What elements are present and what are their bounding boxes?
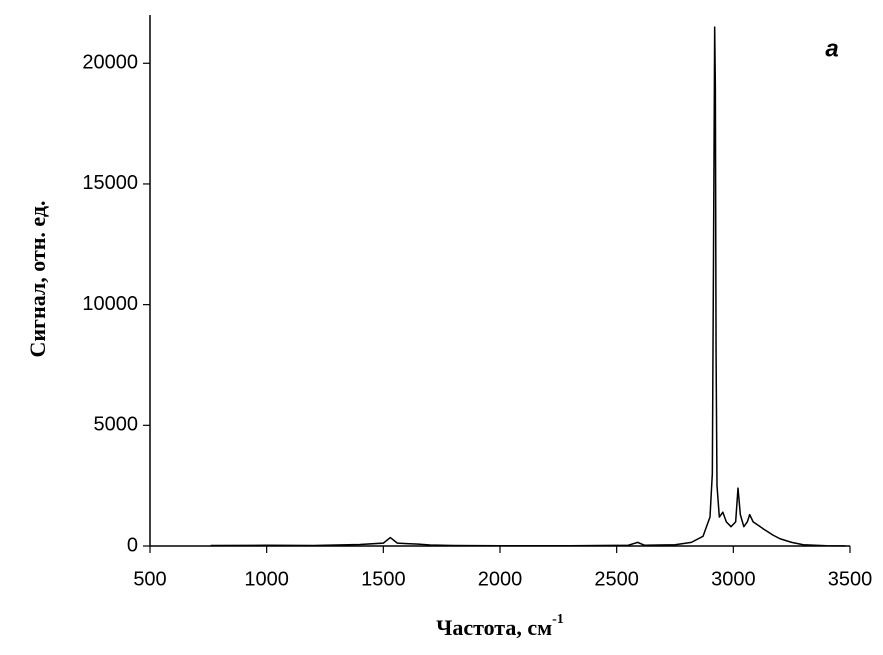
spectrum-line xyxy=(210,26,846,547)
y-axis-label: Сигнал, отн. ед. xyxy=(25,200,50,357)
y-tick-label: 15000 xyxy=(82,172,138,194)
x-tick-label: 2000 xyxy=(478,568,523,590)
x-tick-label: 2500 xyxy=(594,568,639,590)
x-tick-label: 500 xyxy=(133,568,166,590)
annotation: a xyxy=(825,35,838,62)
x-axis-label: Частота, см-1 xyxy=(436,612,564,640)
y-tick-label: 20000 xyxy=(82,52,138,74)
x-label-sup: -1 xyxy=(552,612,564,627)
x-tick-label: 3000 xyxy=(711,568,756,590)
x-tick-label: 1500 xyxy=(361,568,406,590)
x-label-main: Частота, см xyxy=(436,615,552,640)
x-tick-label: 3500 xyxy=(828,568,873,590)
y-tick-label: 0 xyxy=(127,534,138,556)
y-tick-label: 10000 xyxy=(82,293,138,315)
y-tick-label: 5000 xyxy=(94,414,139,436)
x-tick-label: 1000 xyxy=(244,568,289,590)
